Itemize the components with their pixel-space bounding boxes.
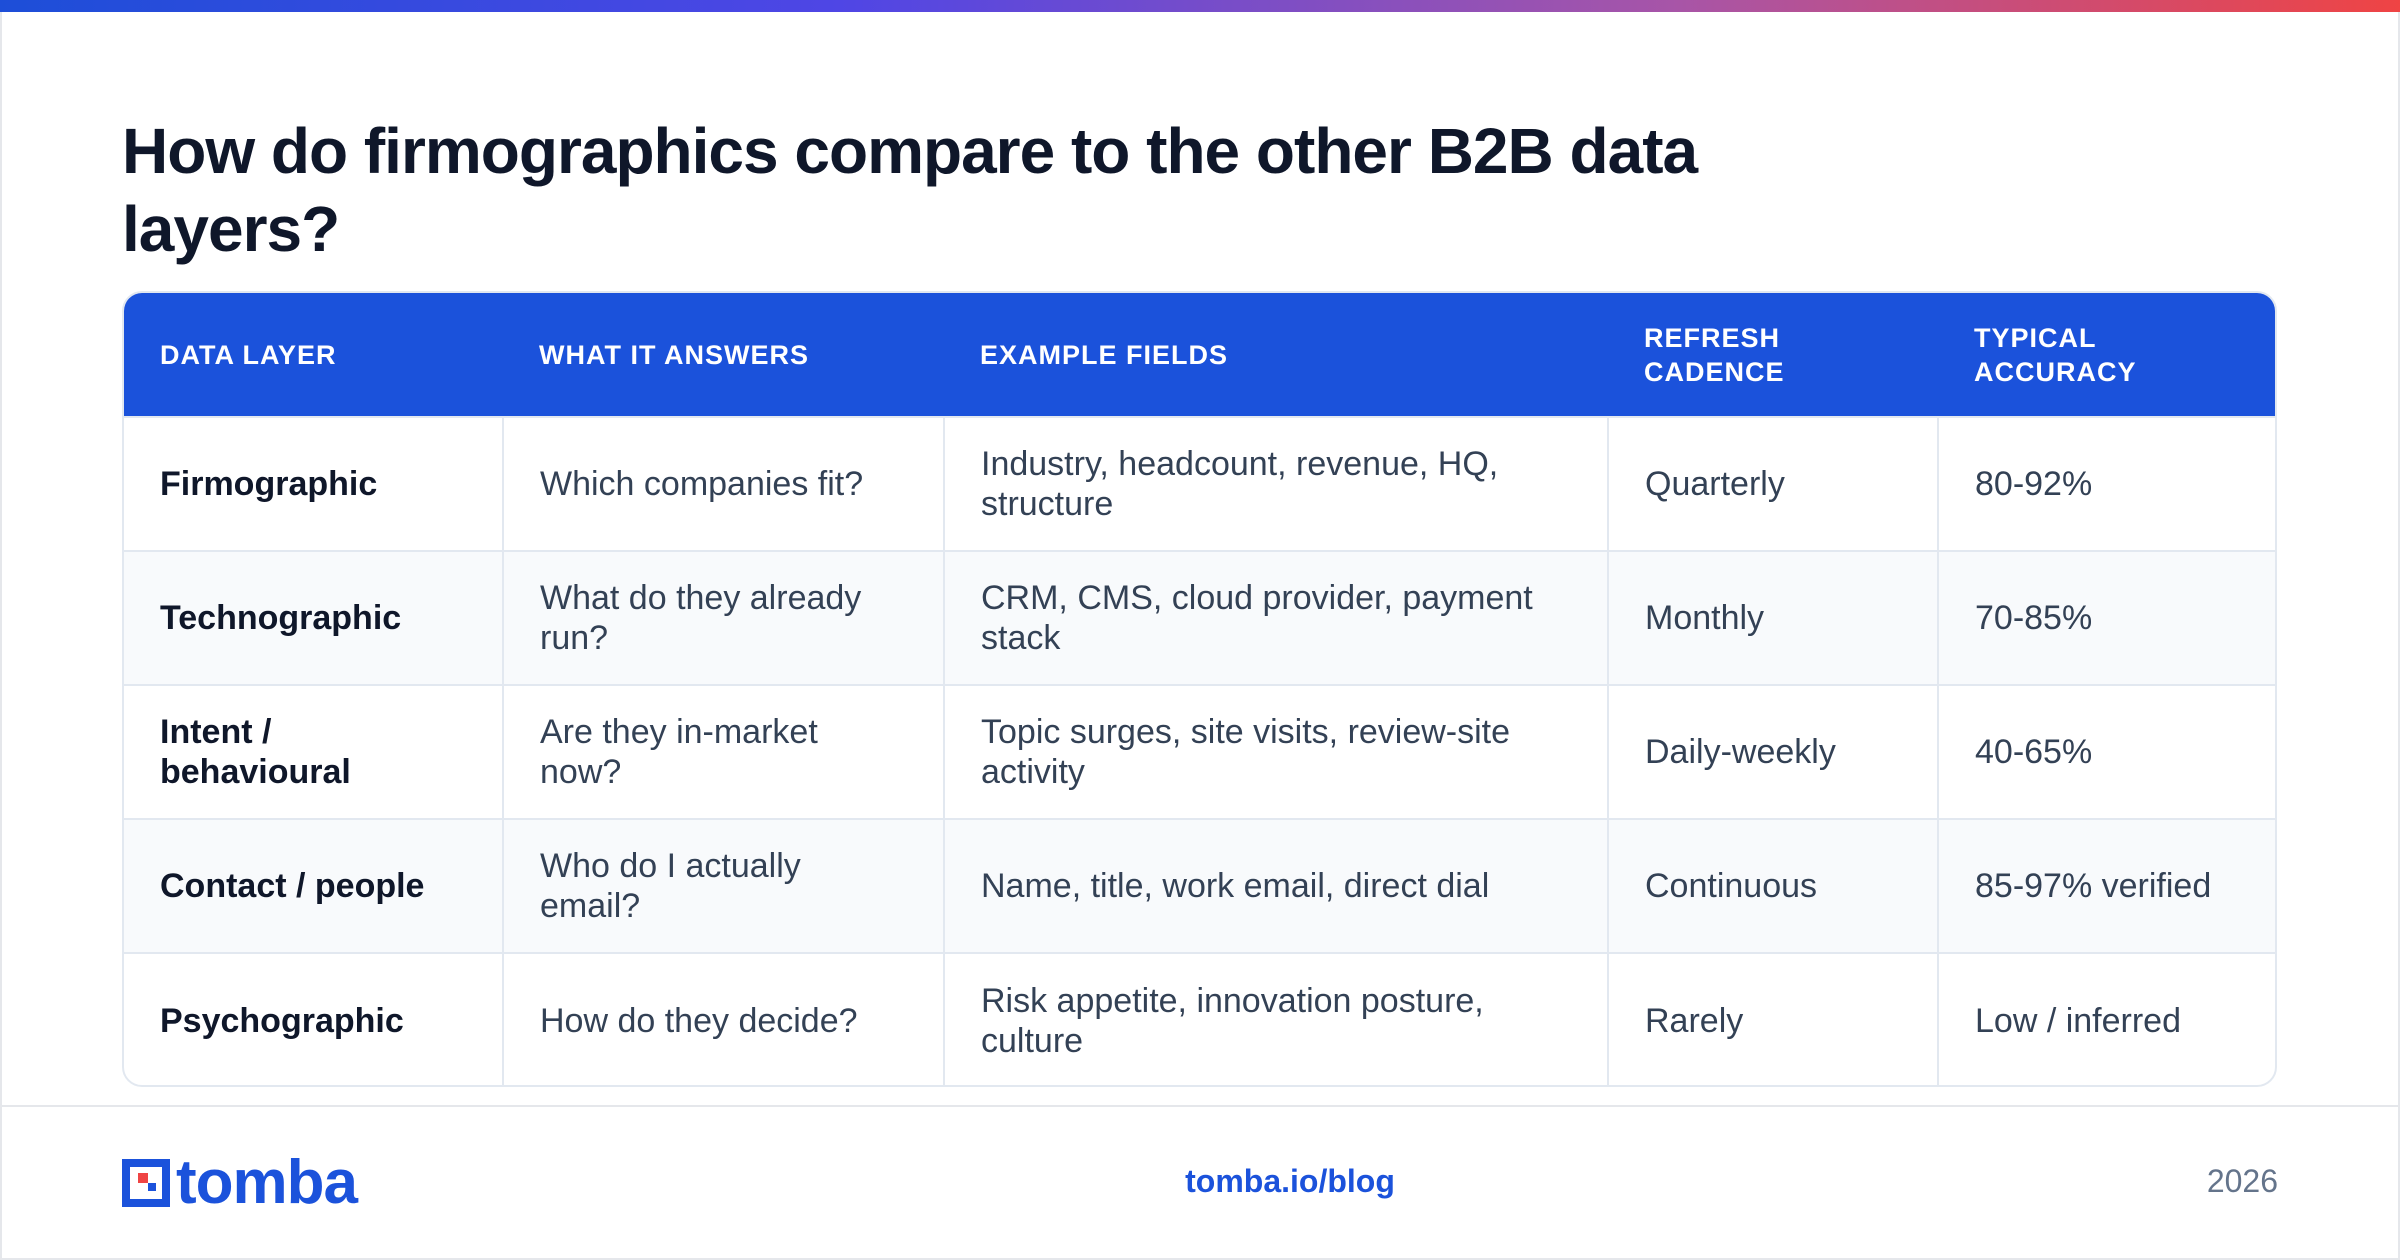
- header-data-layer: DATA LAYER: [160, 339, 337, 370]
- cell-data-layer: Intent / behavioural: [124, 684, 503, 819]
- cell-data-layer: Psychographic: [124, 952, 503, 1085]
- table-row: Intent / behavioural Are they in-market …: [124, 684, 2275, 819]
- table-row: Psychographic How do they decide? Risk a…: [124, 952, 2275, 1085]
- footer-divider: [0, 1105, 2400, 1107]
- cell-example-fields: Risk appetite, innovation posture, cultu…: [943, 952, 1608, 1085]
- logo-text: tomba: [176, 1148, 358, 1217]
- cell-what-it-answers: Which companies fit?: [502, 416, 944, 551]
- cell-typical-accuracy: 70-85%: [1937, 550, 2275, 685]
- tomba-logo[interactable]: tomba: [122, 1148, 358, 1217]
- cell-example-fields: CRM, CMS, cloud provider, payment stack: [943, 550, 1608, 685]
- table-row: Contact / people Who do I actually email…: [124, 818, 2275, 953]
- cell-typical-accuracy: 40-65%: [1937, 684, 2275, 819]
- cell-example-fields: Name, title, work email, direct dial: [943, 818, 1608, 953]
- header-typical-accuracy: TYPICAL ACCURACY: [1974, 322, 2137, 387]
- comparison-table: DATA LAYER WHAT IT ANSWERS EXAMPLE FIELD…: [124, 293, 2275, 1085]
- page-title: How do firmographics compare to the othe…: [122, 115, 1698, 265]
- cell-what-it-answers: Who do I actually email?: [502, 818, 944, 953]
- header-what-it-answers: WHAT IT ANSWERS: [539, 339, 809, 370]
- cell-data-layer: Contact / people: [124, 818, 503, 953]
- cell-refresh-cadence: Daily-weekly: [1607, 684, 1938, 819]
- cell-refresh-cadence: Rarely: [1607, 952, 1938, 1085]
- cell-typical-accuracy: 80-92%: [1937, 416, 2275, 551]
- table-header-row: DATA LAYER WHAT IT ANSWERS EXAMPLE FIELD…: [124, 293, 2275, 417]
- cell-what-it-answers: What do they already run?: [502, 550, 944, 685]
- cell-what-it-answers: How do they decide?: [502, 952, 944, 1085]
- cell-what-it-answers: Are they in-market now?: [502, 684, 944, 819]
- cell-data-layer: Firmographic: [124, 416, 503, 551]
- blog-link[interactable]: tomba.io/blog: [1185, 1163, 1395, 1199]
- tomba-logo-icon: [122, 1159, 170, 1207]
- cell-data-layer: Technographic: [124, 550, 503, 685]
- cell-refresh-cadence: Quarterly: [1607, 416, 1938, 551]
- comparison-table-container: DATA LAYER WHAT IT ANSWERS EXAMPLE FIELD…: [122, 291, 2277, 1087]
- cell-example-fields: Industry, headcount, revenue, HQ, struct…: [943, 416, 1608, 551]
- table-row: Firmographic Which companies fit? Indust…: [124, 416, 2275, 551]
- cell-example-fields: Topic surges, site visits, review-site a…: [943, 684, 1608, 819]
- table-row: Technographic What do they already run? …: [124, 550, 2275, 685]
- gradient-top-bar: [0, 0, 2400, 12]
- cell-refresh-cadence: Continuous: [1607, 818, 1938, 953]
- footer-year: 2026: [2206, 1163, 2278, 1199]
- header-refresh-cadence: REFRESH CADENCE: [1644, 322, 1785, 387]
- cell-refresh-cadence: Monthly: [1607, 550, 1938, 685]
- cell-typical-accuracy: Low / inferred: [1937, 952, 2275, 1085]
- header-example-fields: EXAMPLE FIELDS: [980, 339, 1229, 370]
- cell-typical-accuracy: 85-97% verified: [1937, 818, 2275, 953]
